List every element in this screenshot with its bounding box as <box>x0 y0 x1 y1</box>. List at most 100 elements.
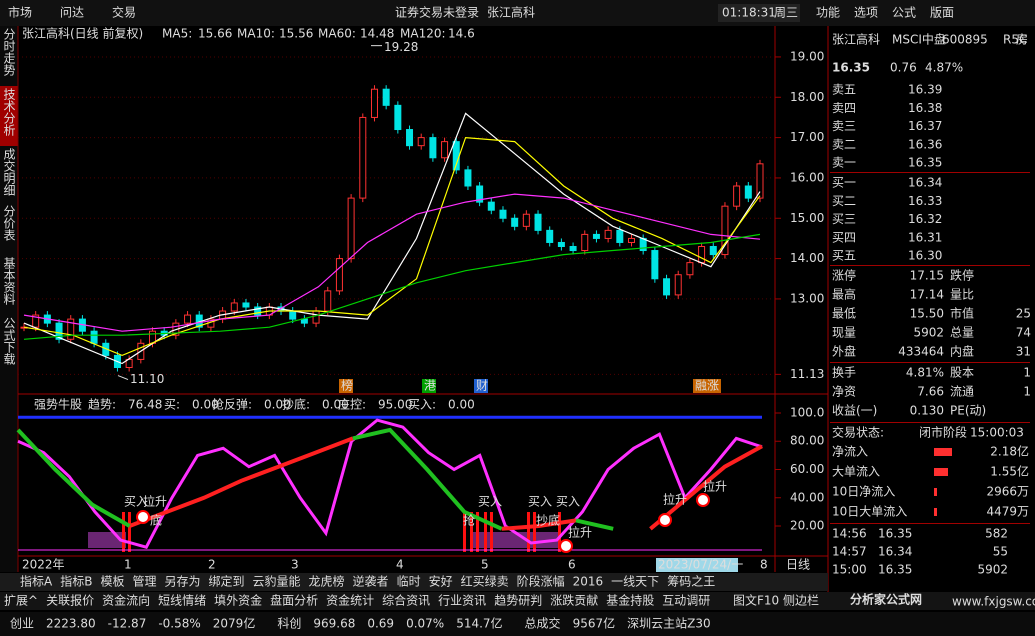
candle <box>406 129 414 147</box>
y-tick-label: 13.00 <box>790 291 824 305</box>
tab[interactable]: 模板 <box>100 575 124 589</box>
pointer <box>117 375 129 381</box>
tab[interactable]: 逆袭者 <box>353 574 389 589</box>
tab[interactable]: 扩展^ <box>4 594 38 608</box>
tab[interactable]: 指标B <box>60 574 92 589</box>
candle <box>55 322 63 340</box>
candle <box>487 201 495 211</box>
tab[interactable]: 盘面分析 <box>270 593 318 608</box>
side-tab[interactable]: 技术分析 <box>2 88 16 137</box>
y-tick-label: 11.13 <box>790 367 824 381</box>
tab[interactable]: 图文F10 侧边栏 <box>733 593 819 608</box>
tab[interactable]: 临时 <box>397 575 421 589</box>
stock-name: 张江高科 <box>832 32 880 47</box>
top-bar <box>0 0 1035 26</box>
period-label: 日线 <box>786 558 810 572</box>
side-tab[interactable]: 成交明细 <box>2 148 16 196</box>
trade-volume: 55 <box>993 545 1008 559</box>
tab[interactable]: 管理 <box>132 574 156 589</box>
active-tab <box>0 86 18 146</box>
candle <box>674 274 682 296</box>
tab[interactable]: 趋势研判 <box>494 594 542 608</box>
side-tab[interactable]: 公式下载 <box>2 317 16 366</box>
signal-icon <box>658 513 672 527</box>
menu-item[interactable]: 市场 <box>8 5 32 20</box>
readout-value: 0.00 <box>448 398 475 412</box>
y-tick-label: 16.00 <box>790 170 824 184</box>
status-bar <box>0 612 1035 636</box>
candle <box>592 233 600 239</box>
tool-item[interactable]: 公式 <box>892 6 916 20</box>
tool-item[interactable]: 版面 <box>930 6 954 20</box>
stat-label: 股本 <box>950 366 974 380</box>
candle <box>230 302 238 312</box>
signal-bar <box>490 512 493 552</box>
side-tab[interactable]: 房 <box>1016 32 1028 47</box>
stat-value: 0.130 <box>910 404 944 418</box>
menu-item[interactable]: 问达 <box>60 6 84 20</box>
trade-price: 16.34 <box>878 545 912 559</box>
side-bar <box>0 26 18 572</box>
tab[interactable]: 关联报价 <box>46 593 94 608</box>
event-marker[interactable]: 融涨 <box>695 378 719 393</box>
tab[interactable]: 资金流向 <box>102 593 150 608</box>
candle <box>663 278 671 296</box>
book-label: 卖一 <box>832 156 856 170</box>
tab[interactable]: 行业资讯 <box>438 594 486 608</box>
candle <box>382 88 390 106</box>
status-item: 0.69 <box>367 617 394 631</box>
ma-line <box>23 136 761 357</box>
event-marker[interactable]: 榜 <box>341 378 353 393</box>
tab[interactable]: 红买绿卖 <box>461 574 509 589</box>
trade-time: 14:56 <box>832 527 867 541</box>
event-marker[interactable]: 港 <box>424 379 436 393</box>
tab[interactable]: 指标A <box>20 574 53 589</box>
tab[interactable]: 云豹量能 <box>253 574 301 589</box>
candle <box>627 237 635 243</box>
tab[interactable]: 筹码之王 <box>667 575 715 589</box>
ma-line <box>23 193 761 332</box>
candle <box>242 302 250 308</box>
divider <box>830 265 1030 266</box>
tab[interactable]: 龙虎榜 <box>309 574 345 589</box>
tool-item[interactable]: 选项 <box>854 6 878 20</box>
tab[interactable]: 短线情绪 <box>158 594 206 608</box>
tab[interactable]: 互动调研 <box>662 594 710 608</box>
candle <box>254 306 262 316</box>
tab[interactable]: 绑定到 <box>209 574 245 589</box>
side-tab[interactable]: 分时走势 <box>2 28 16 76</box>
status-label: 交易状态: <box>832 425 884 440</box>
candle <box>464 169 472 187</box>
readout-name: 趋势: <box>88 398 116 412</box>
signal-bar <box>476 512 479 552</box>
tab[interactable]: 安好 <box>429 574 453 589</box>
status-item: 2079亿 <box>213 616 256 631</box>
status-item: -0.58% <box>158 617 200 631</box>
tab[interactable]: 资金统计 <box>326 593 374 608</box>
tab[interactable]: 2016 <box>573 575 604 589</box>
side-tab[interactable]: 分价表 <box>2 205 16 241</box>
menu-item[interactable]: 交易 <box>112 5 136 20</box>
tab[interactable]: 另存为 <box>164 575 200 589</box>
book-price: 16.37 <box>908 119 942 133</box>
event-marker[interactable]: 财 <box>476 379 488 393</box>
stat-value: 17.15 <box>910 269 944 283</box>
tab[interactable]: 填外资金 <box>214 593 262 608</box>
trade-volume: 582 <box>985 527 1008 541</box>
stat-label: 内盘 <box>950 344 974 359</box>
flow-value: 2966万 <box>986 485 1029 499</box>
tab[interactable]: 基金持股 <box>606 593 654 608</box>
ma-line <box>23 112 761 365</box>
stat-label: 换手 <box>832 366 856 380</box>
tab[interactable]: 一线天下 <box>611 575 659 589</box>
candle <box>289 310 297 320</box>
y-tick-label: 20.00 <box>790 519 824 533</box>
tab[interactable]: 涨跌贡献 <box>550 593 598 608</box>
tab[interactable]: 阶段涨幅 <box>517 574 565 589</box>
candle <box>324 290 332 312</box>
candle <box>557 241 565 248</box>
y-tick-label: 17.00 <box>790 130 824 144</box>
side-tab[interactable]: 基本资料 <box>2 257 16 305</box>
tab[interactable]: 综合资讯 <box>382 593 430 608</box>
tool-item[interactable]: 功能 <box>816 6 840 20</box>
